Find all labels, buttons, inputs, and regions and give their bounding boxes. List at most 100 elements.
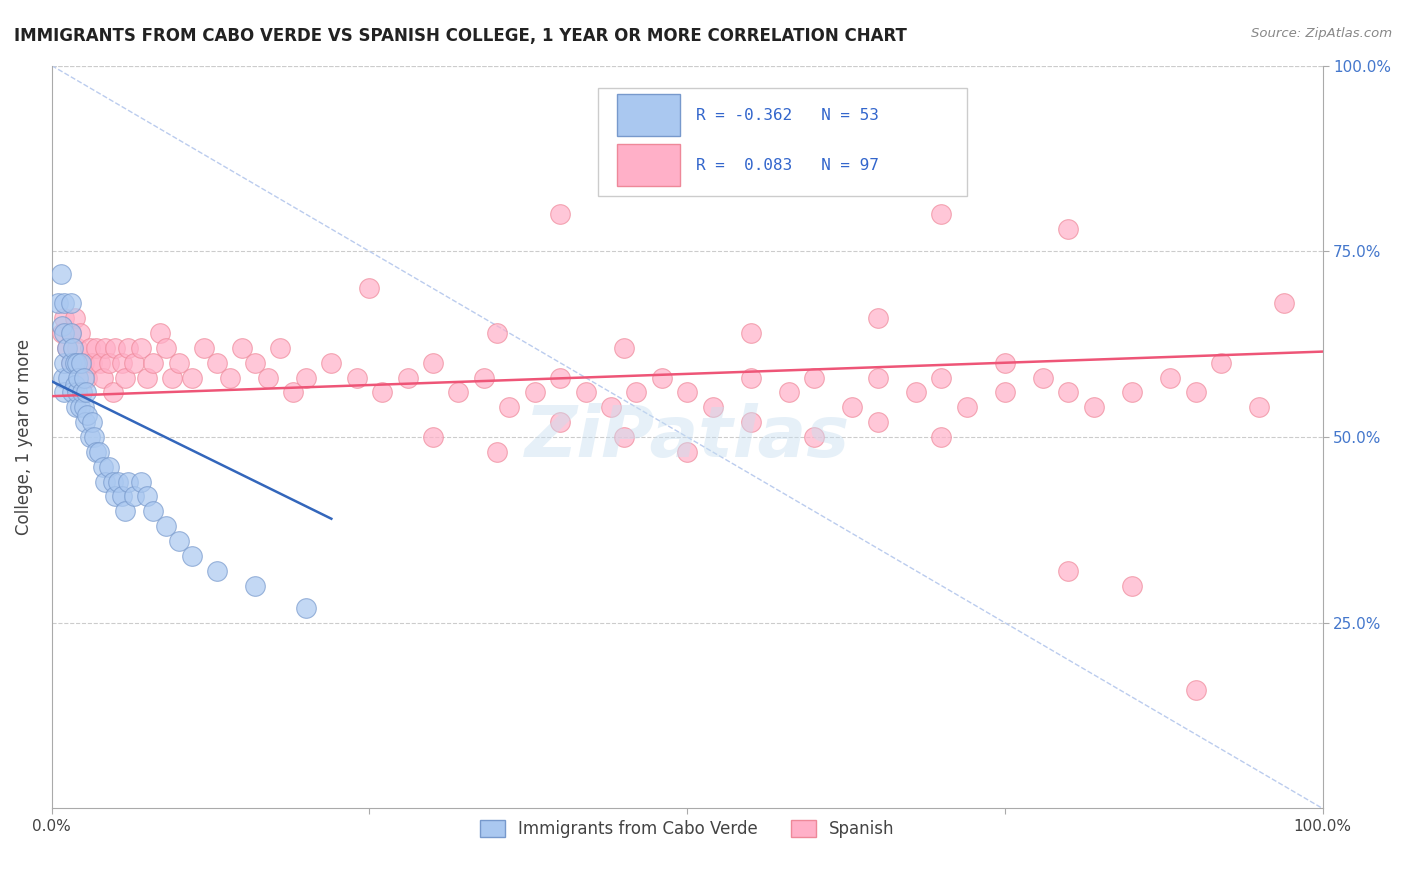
Point [76, 370, 98, 384]
Point [111, 356, 134, 370]
Point [283, 385, 305, 400]
Point [129, 341, 152, 355]
Point [676, 178, 699, 192]
Point [1057, 222, 1080, 236]
Point [447, 385, 470, 400]
Point [931, 207, 953, 221]
Point [574, 385, 596, 400]
Point [740, 370, 762, 384]
Point [53, 296, 76, 310]
Point [359, 281, 381, 295]
Point [84, 445, 107, 459]
Point [270, 341, 292, 355]
Point [53, 385, 76, 400]
Point [205, 356, 228, 370]
Point [70, 385, 93, 400]
Point [56, 341, 79, 355]
Point [76, 408, 98, 422]
Text: Source: ZipAtlas.com: Source: ZipAtlas.com [1251, 27, 1392, 40]
Point [803, 162, 825, 177]
Point [295, 600, 318, 615]
Point [58, 370, 80, 384]
Point [60, 385, 83, 400]
Point [321, 356, 343, 370]
Point [51, 318, 73, 333]
Text: IMMIGRANTS FROM CABO VERDE VS SPANISH COLLEGE, 1 YEAR OR MORE CORRELATION CHART: IMMIGRANTS FROM CABO VERDE VS SPANISH CO… [14, 27, 907, 45]
Point [104, 490, 127, 504]
Point [702, 401, 724, 415]
Point [155, 519, 177, 533]
Point [59, 296, 82, 310]
Point [243, 356, 266, 370]
Point [231, 341, 253, 355]
Point [101, 385, 124, 400]
Point [740, 326, 762, 340]
Point [422, 356, 444, 370]
Point [97, 356, 120, 370]
Point [79, 430, 101, 444]
Point [91, 370, 114, 384]
Y-axis label: College, 1 year or more: College, 1 year or more [15, 339, 32, 535]
Point [46, 296, 69, 310]
Point [1184, 682, 1206, 697]
Point [866, 415, 889, 429]
Point [53, 311, 76, 326]
Point [117, 475, 139, 489]
Point [49, 267, 72, 281]
Point [87, 445, 110, 459]
Point [67, 370, 90, 384]
Point [142, 356, 165, 370]
Point [498, 401, 520, 415]
Point [371, 385, 394, 400]
Point [62, 341, 84, 355]
Point [124, 356, 146, 370]
Point [59, 326, 82, 340]
Point [59, 326, 82, 340]
Point [129, 475, 152, 489]
Point [1057, 385, 1080, 400]
Point [114, 504, 136, 518]
Point [904, 385, 927, 400]
Point [1121, 385, 1143, 400]
Point [66, 341, 89, 355]
Point [101, 475, 124, 489]
Point [1083, 401, 1105, 415]
Point [136, 370, 159, 384]
Point [82, 356, 104, 370]
Point [111, 490, 134, 504]
Point [613, 430, 636, 444]
Point [107, 475, 129, 489]
Point [97, 459, 120, 474]
Point [124, 490, 146, 504]
Point [63, 311, 86, 326]
Point [193, 341, 215, 355]
Point [59, 356, 82, 370]
Point [114, 370, 136, 384]
Point [79, 341, 101, 355]
Point [485, 326, 508, 340]
Point [155, 341, 177, 355]
Point [676, 445, 699, 459]
Point [994, 356, 1017, 370]
Point [75, 385, 97, 400]
Point [69, 326, 91, 340]
Point [1184, 385, 1206, 400]
Point [162, 370, 184, 384]
Point [803, 430, 825, 444]
Point [149, 326, 172, 340]
Point [994, 385, 1017, 400]
Point [1121, 578, 1143, 592]
Point [51, 326, 73, 340]
Text: R = -0.362   N = 53: R = -0.362 N = 53 [696, 108, 879, 123]
FancyBboxPatch shape [617, 145, 679, 186]
Point [59, 356, 82, 370]
Point [422, 430, 444, 444]
Point [1209, 356, 1232, 370]
Point [117, 341, 139, 355]
Point [548, 415, 571, 429]
Point [256, 370, 278, 384]
Point [931, 370, 953, 384]
Point [600, 401, 623, 415]
Point [676, 385, 699, 400]
Point [523, 385, 546, 400]
